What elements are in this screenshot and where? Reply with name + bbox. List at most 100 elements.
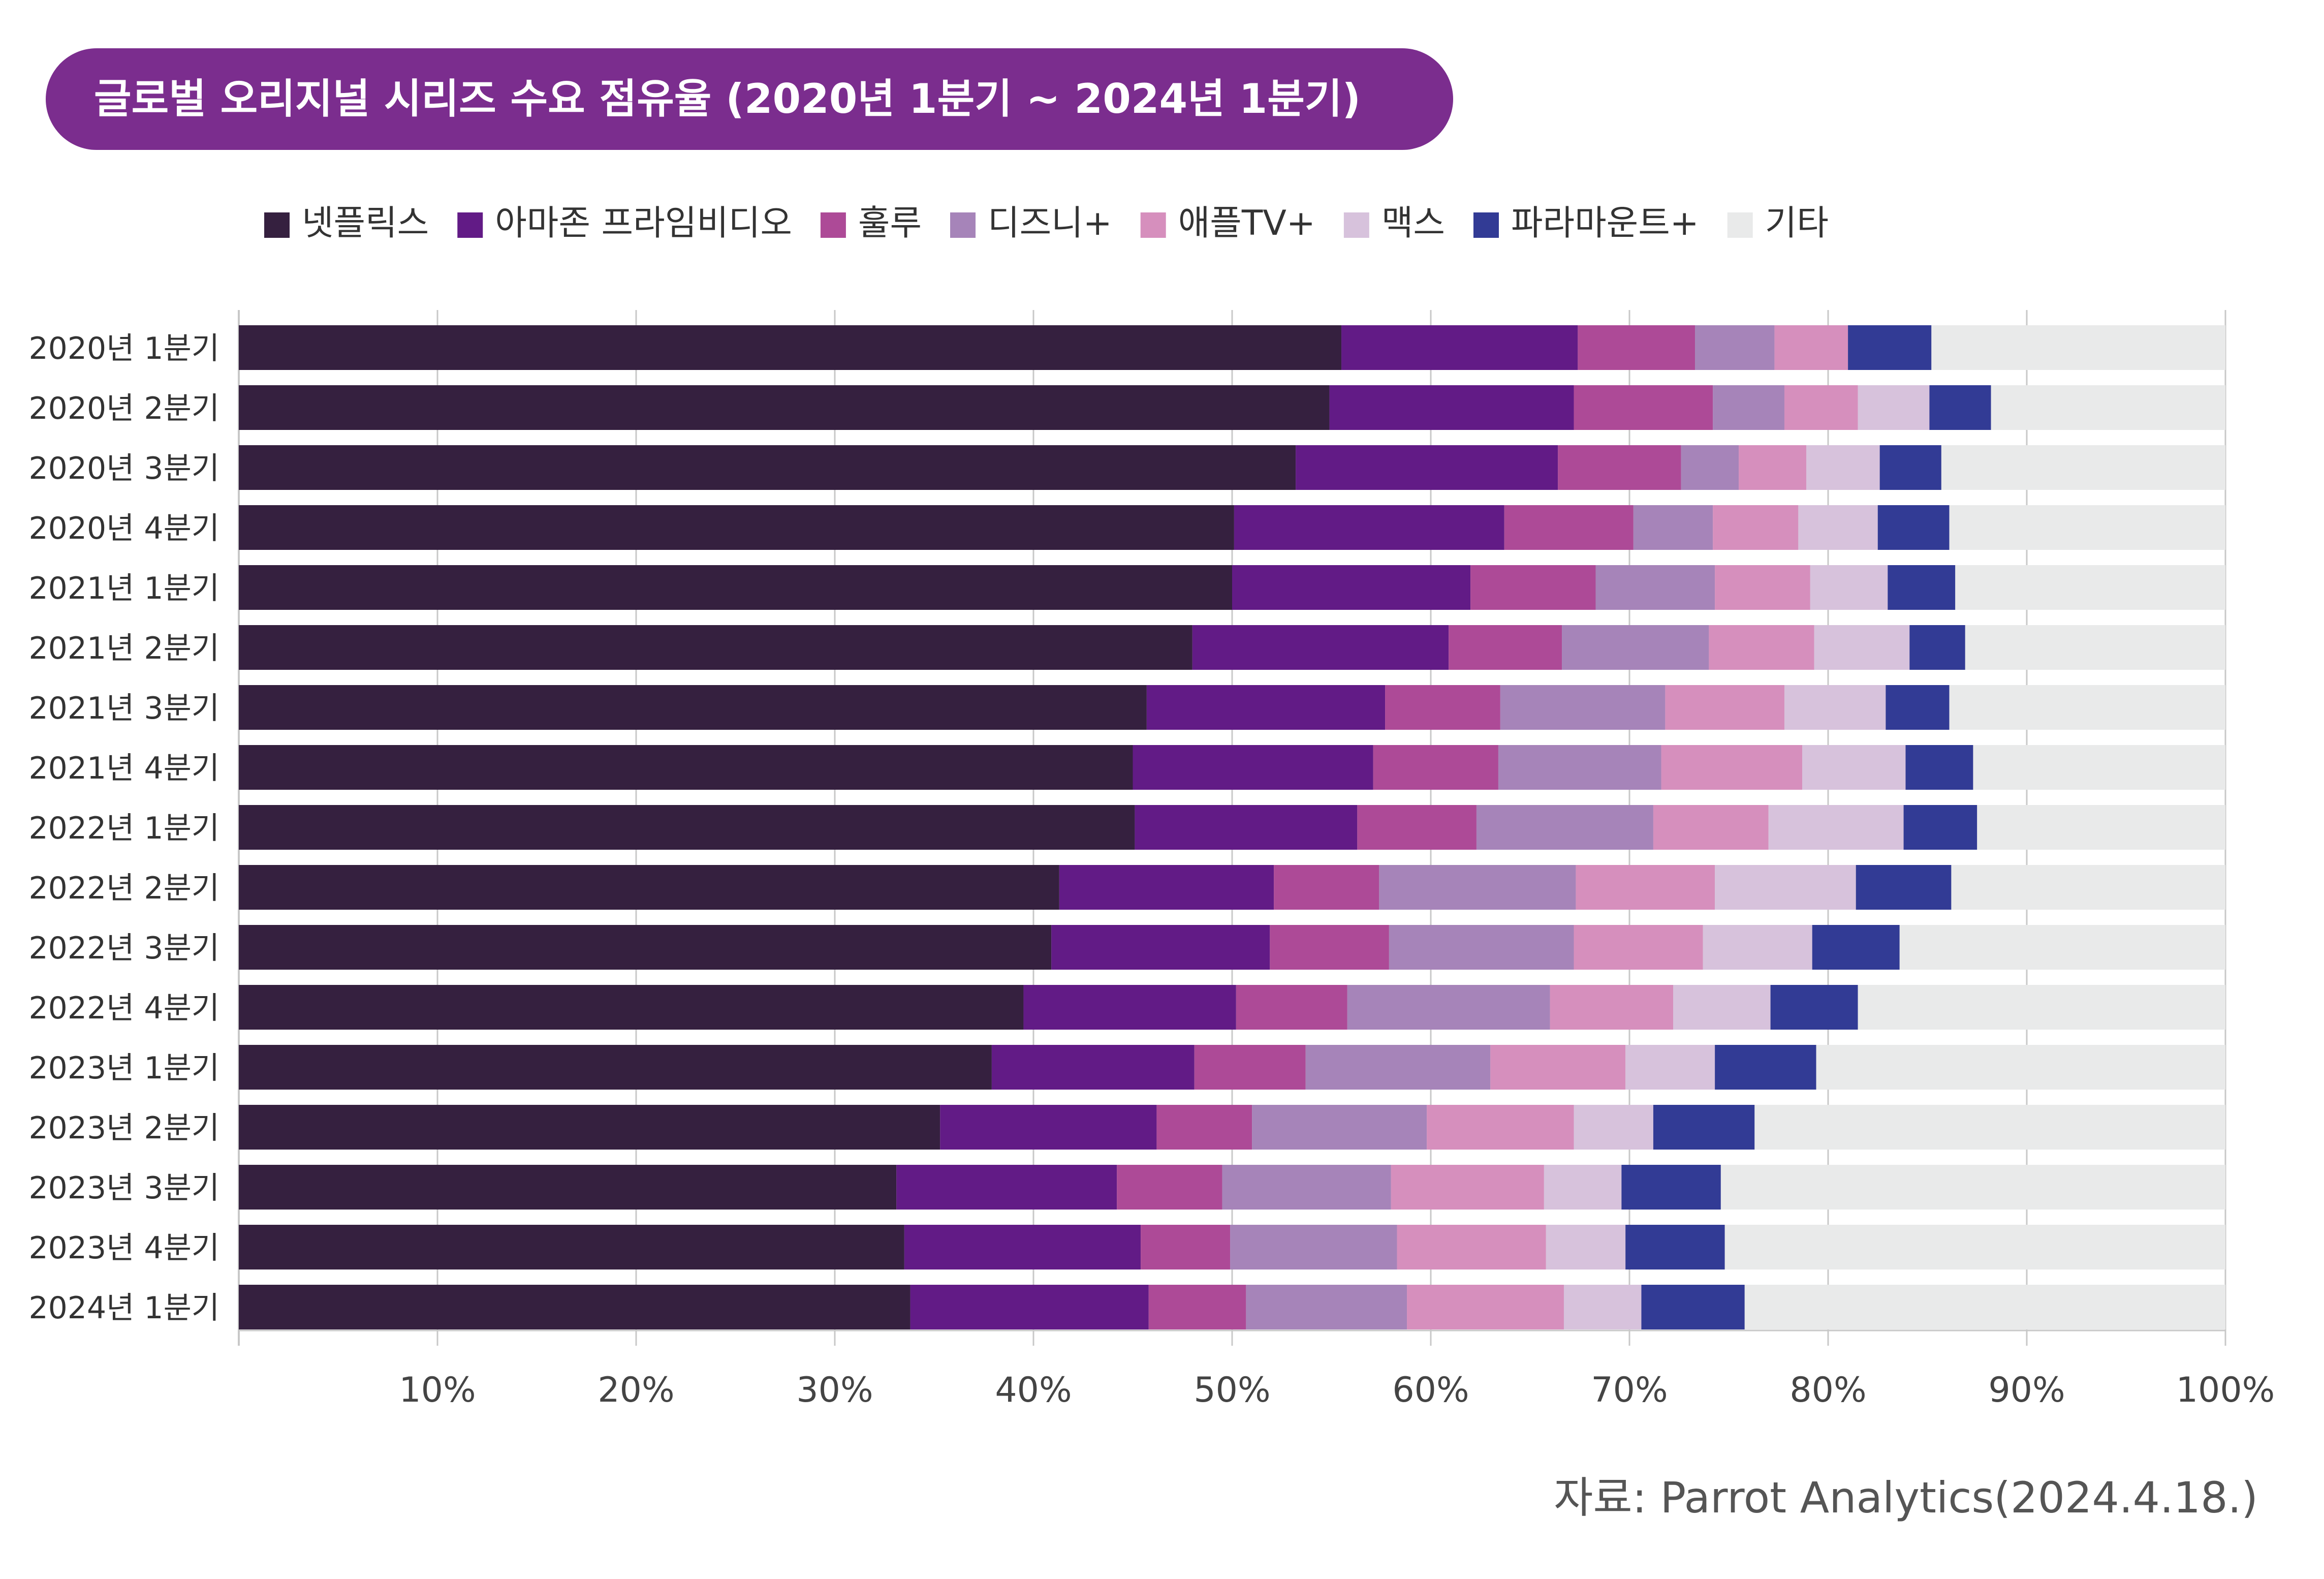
bar-segment xyxy=(1625,1225,1725,1270)
bar-segment xyxy=(1578,325,1695,370)
bar-segment xyxy=(239,1285,910,1329)
bar-segment xyxy=(239,805,1135,850)
bar-segment xyxy=(1550,985,1674,1030)
bar-segment xyxy=(239,625,1192,670)
y-category-label: 2021년 2분기 xyxy=(28,631,219,666)
legend-label: 맥스 xyxy=(1381,203,1445,243)
bar-segment xyxy=(1653,1105,1755,1150)
bar-segment xyxy=(1903,805,1977,850)
bar-segment xyxy=(1544,1165,1622,1210)
bar-segment xyxy=(239,445,1296,490)
legend-swatch xyxy=(1343,212,1369,238)
bar-segment xyxy=(1931,325,2225,370)
bar-segment xyxy=(1305,1045,1491,1090)
bar-segment xyxy=(1774,325,1848,370)
bar-segment xyxy=(239,1225,904,1270)
bar-segment xyxy=(1427,1105,1574,1150)
y-category-label: 2020년 4분기 xyxy=(28,511,219,546)
bar-segment xyxy=(1784,385,1858,430)
legend-label: 아마존 프라임비디오 xyxy=(495,203,792,243)
bar-plot-area xyxy=(239,325,2225,1329)
bar-segment xyxy=(1806,445,1880,490)
bar-segment xyxy=(991,1045,1195,1090)
bar-segment xyxy=(1754,1105,2225,1150)
bar-segment xyxy=(1270,925,1389,970)
bar-segment xyxy=(1802,745,1906,790)
x-tick-label: 20% xyxy=(598,1370,674,1410)
y-category-label: 2021년 4분기 xyxy=(28,751,219,786)
bar-segment xyxy=(239,1105,940,1150)
bar-segment xyxy=(1929,385,1991,430)
bar-segment xyxy=(910,1285,1149,1329)
bar-segment xyxy=(1877,505,1950,550)
bar-segment xyxy=(1558,445,1681,490)
bar-segment xyxy=(1023,985,1236,1030)
bar-segment xyxy=(1133,745,1373,790)
legend-label: 기타 xyxy=(1765,203,1829,243)
chart-title: 글로벌 오리지널 시리즈 수요 점유율 (2020년 1분기 ~ 2024년 1… xyxy=(94,75,1361,122)
bar-segment xyxy=(1661,745,1803,790)
bar-segment xyxy=(1621,1165,1721,1210)
x-tick-label: 100% xyxy=(2176,1370,2275,1410)
bar-segment xyxy=(1720,1165,2225,1210)
bar-segment xyxy=(1977,805,2225,850)
bar-segment xyxy=(1236,985,1347,1030)
bar-segment xyxy=(239,325,1342,370)
bar-segment xyxy=(239,1045,992,1090)
bar-segment xyxy=(940,1105,1157,1150)
legend-swatch xyxy=(820,212,846,238)
bar-segment xyxy=(1379,865,1576,910)
bar-segment xyxy=(1715,865,1856,910)
bar-segment xyxy=(1886,685,1950,730)
bar-segment xyxy=(1784,685,1886,730)
bar-segment xyxy=(1574,1105,1653,1150)
bar-segment xyxy=(1848,325,1932,370)
bar-segment xyxy=(1879,445,1941,490)
bar-segment xyxy=(1810,565,1888,610)
bar-segment xyxy=(1858,385,1930,430)
bar-segment xyxy=(1816,1045,2225,1090)
bar-segment xyxy=(1389,925,1574,970)
bar-segment xyxy=(239,565,1232,610)
y-category-label: 2022년 3분기 xyxy=(28,931,219,966)
bar-segment xyxy=(1909,625,1965,670)
y-category-label: 2023년 2분기 xyxy=(28,1110,219,1146)
bar-segment xyxy=(1232,565,1471,610)
legend-label: 디즈니+ xyxy=(988,203,1112,243)
x-tick-label: 80% xyxy=(1789,1370,1866,1410)
bar-segment xyxy=(1373,745,1498,790)
x-tick-label: 40% xyxy=(995,1370,1072,1410)
bar-segment xyxy=(1724,1225,2225,1270)
bar-segment xyxy=(1059,865,1274,910)
bar-segment xyxy=(1695,325,1775,370)
bar-segment xyxy=(239,925,1052,970)
bar-segment xyxy=(1715,565,1810,610)
bar-segment xyxy=(1500,685,1666,730)
y-category-label: 2023년 4분기 xyxy=(28,1230,219,1266)
bar-segment xyxy=(1633,505,1713,550)
legend-swatch xyxy=(1140,212,1166,238)
bar-segment xyxy=(1814,625,1910,670)
bar-segment xyxy=(239,505,1234,550)
bar-segment xyxy=(1562,625,1709,670)
legend-swatch xyxy=(1727,212,1753,238)
bar-segment xyxy=(1770,985,1858,1030)
bar-segment xyxy=(1407,1285,1564,1329)
y-category-label: 2020년 3분기 xyxy=(28,451,219,486)
bar-segment xyxy=(1665,685,1784,730)
legend-label: 훌루 xyxy=(858,203,922,243)
bar-segment xyxy=(1230,1225,1397,1270)
bar-segment xyxy=(1595,565,1715,610)
bar-segment xyxy=(1713,385,1784,430)
y-category-label: 2022년 2분기 xyxy=(28,871,219,906)
y-axis-category-labels: 2020년 1분기 2020년 2분기 2020년 3분기 2020년 4분기 2021… xyxy=(28,331,219,1326)
bar-segment xyxy=(1949,685,2225,730)
bar-segment xyxy=(904,1225,1141,1270)
x-tick-label: 50% xyxy=(1194,1370,1270,1410)
bar-segment xyxy=(1490,1045,1626,1090)
bar-segment xyxy=(1146,685,1386,730)
bar-segment xyxy=(1117,1165,1222,1210)
bar-segment xyxy=(1391,1165,1544,1210)
bar-segment xyxy=(1965,625,2225,670)
bar-segment xyxy=(1713,505,1799,550)
